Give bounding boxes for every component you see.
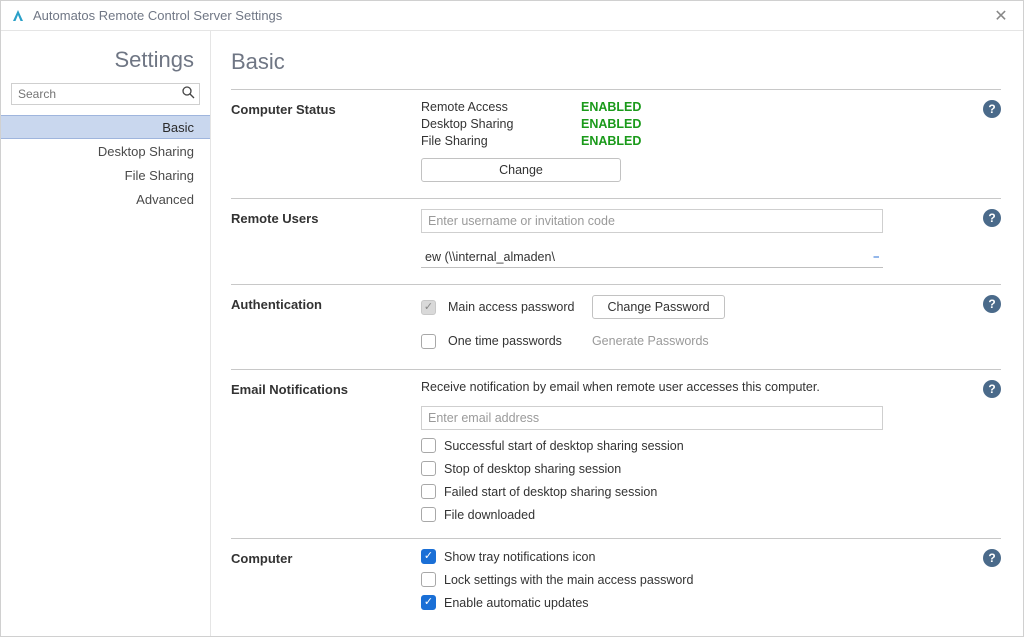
status-row: Desktop Sharing ENABLED [421,117,969,131]
sidebar-item-desktop-sharing[interactable]: Desktop Sharing [1,139,210,163]
section-label-remote-users: Remote Users [231,209,421,268]
status-name: Desktop Sharing [421,117,581,131]
computer-opt-checkbox[interactable] [421,572,436,587]
remote-user-entry: ew (\\internal_almaden\ ⎯ [421,247,969,268]
sidebar-item-advanced[interactable]: Advanced [1,187,210,211]
section-computer-status: Computer Status ? Remote Access ENABLED … [231,89,1001,198]
help-icon[interactable]: ? [983,209,1001,227]
status-value: ENABLED [581,134,641,148]
email-opt-checkbox[interactable] [421,438,436,453]
remote-user-value: ew (\\internal_almaden\ [425,250,555,264]
section-computer: Computer ? Show tray notifications icon … [231,538,1001,626]
main-password-checkbox [421,300,436,315]
computer-opt-label: Show tray notifications icon [444,550,595,564]
email-opt-label: Successful start of desktop sharing sess… [444,439,684,453]
computer-opt-checkbox[interactable] [421,595,436,610]
email-note: Receive notification by email when remot… [421,380,969,394]
one-time-password-label: One time passwords [448,334,562,348]
email-opt-checkbox[interactable] [421,484,436,499]
status-row: Remote Access ENABLED [421,100,969,114]
email-opt-label: Failed start of desktop sharing session [444,485,657,499]
status-value: ENABLED [581,117,641,131]
help-icon[interactable]: ? [983,100,1001,118]
sidebar: Settings Basic Desktop Sharing File Shar… [1,31,211,636]
change-password-button[interactable]: Change Password [592,295,724,319]
content: Settings Basic Desktop Sharing File Shar… [1,31,1023,636]
email-input[interactable] [421,406,883,430]
change-button[interactable]: Change [421,158,621,182]
sidebar-heading: Settings [1,45,210,83]
status-row: File Sharing ENABLED [421,134,969,148]
email-opt-checkbox[interactable] [421,461,436,476]
section-label-email: Email Notifications [231,380,421,522]
page-title: Basic [231,49,1001,75]
remote-user-input[interactable] [421,209,883,233]
section-label-computer-status: Computer Status [231,100,421,182]
window: Automatos Remote Control Server Settings… [0,0,1024,637]
status-value: ENABLED [581,100,641,114]
generate-passwords-button: Generate Passwords [592,329,709,353]
help-icon[interactable]: ? [983,549,1001,567]
email-opt-label: Stop of desktop sharing session [444,462,621,476]
sidebar-nav: Basic Desktop Sharing File Sharing Advan… [1,115,210,211]
footer: Save [231,626,1001,636]
section-label-authentication: Authentication [231,295,421,353]
search-icon[interactable] [182,86,195,102]
section-remote-users: Remote Users ? ew (\\internal_almaden\ ⎯ [231,198,1001,284]
section-authentication: Authentication ? Main access password Ch… [231,284,1001,369]
search-input[interactable] [11,83,200,105]
status-name: Remote Access [421,100,581,114]
help-icon[interactable]: ? [983,295,1001,313]
status-name: File Sharing [421,134,581,148]
sidebar-item-file-sharing[interactable]: File Sharing [1,163,210,187]
titlebar: Automatos Remote Control Server Settings… [1,1,1023,31]
main-panel: Basic Computer Status ? Remote Access EN… [211,31,1023,636]
remove-user-icon[interactable]: ⎯ [874,251,880,264]
help-icon[interactable]: ? [983,380,1001,398]
sidebar-item-basic[interactable]: Basic [1,115,210,139]
window-title: Automatos Remote Control Server Settings [33,8,282,23]
computer-opt-checkbox[interactable] [421,549,436,564]
computer-opt-label: Lock settings with the main access passw… [444,573,693,587]
one-time-password-checkbox[interactable] [421,334,436,349]
status-grid: Remote Access ENABLED Desktop Sharing EN… [421,100,969,148]
section-email: Email Notifications ? Receive notificati… [231,369,1001,538]
email-opt-label: File downloaded [444,508,535,522]
sidebar-search [11,83,200,105]
close-icon[interactable]: ✕ [989,4,1013,28]
app-logo-icon [11,9,25,23]
computer-opt-label: Enable automatic updates [444,596,589,610]
section-label-computer: Computer [231,549,421,610]
main-password-label: Main access password [448,300,574,314]
email-opt-checkbox[interactable] [421,507,436,522]
